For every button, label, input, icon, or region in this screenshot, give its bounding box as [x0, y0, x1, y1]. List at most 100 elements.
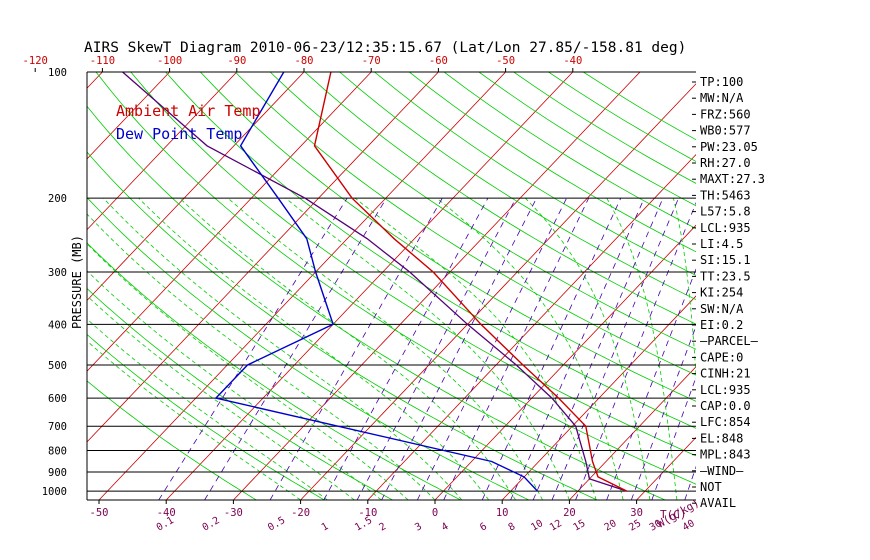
isotherm-line	[165, 72, 574, 500]
bottom-temp-tick-label: -20	[291, 507, 310, 519]
moist-adiabat-line	[87, 270, 382, 500]
y-axis-label: PRESSURE (MB)	[70, 235, 84, 329]
bottom-temp-tick-label: -30	[224, 507, 243, 519]
moist-adiabat-line	[87, 340, 301, 500]
index-label: CAPE:0	[700, 350, 743, 364]
legend-dew-point-temp: Dew Point Temp	[116, 125, 242, 143]
moist-adiabat-line	[138, 197, 490, 500]
moist-adiabat-line	[87, 243, 409, 500]
bottom-temp-tick-label: -40	[157, 507, 176, 519]
isotherm-line	[434, 224, 696, 500]
dry-adiabat-line	[513, 72, 696, 184]
top-temp-tick-label: -100	[157, 55, 182, 67]
dry-adiabat-line	[87, 380, 257, 500]
index-label: —PARCEL—	[700, 334, 759, 348]
isotherm-line	[838, 72, 870, 500]
bottom-temp-tick-label: -10	[358, 507, 377, 519]
top-temp-tick-label: -110	[90, 55, 115, 67]
bottom-temp-tick-label: 20	[563, 507, 576, 519]
isotherm-line	[87, 72, 170, 160]
isotherm-line	[98, 72, 506, 500]
dry-adiabat-line	[87, 242, 461, 500]
index-label: WB0:577	[700, 124, 751, 138]
mixing-ratio-tick-label: 25	[627, 518, 643, 534]
index-label: LI:4.5	[700, 237, 743, 251]
bottom-temp-tick-label: -50	[90, 507, 109, 519]
mixing-ratio-tick-label: 10	[529, 518, 545, 534]
pressure-tick-label: 500	[48, 360, 67, 372]
moist-adiabat-line	[87, 318, 328, 500]
moist-adiabat-line	[436, 197, 624, 500]
isotherm-line	[636, 436, 696, 500]
mixing-ratio-tick-label: 1	[320, 521, 331, 534]
dry-adiabat-line	[374, 72, 696, 276]
index-label: TT:23.5	[700, 269, 751, 283]
legend-ambient-air-temp: Ambient Air Temp	[116, 102, 261, 120]
dry-adiabat-line	[130, 72, 696, 457]
mixing-ratio-line	[443, 197, 589, 500]
chart-title: AIRS SkewT Diagram 2010-06-23/12:35:15.6…	[84, 40, 686, 56]
moist-adiabat-line	[179, 197, 516, 500]
index-label: CINH:21	[700, 367, 751, 381]
mixing-ratio-tick-label: 30	[648, 518, 664, 534]
isotherm-line	[569, 366, 696, 500]
top-temp-tick-label: -70	[362, 55, 381, 67]
index-label: MAXT:27.3	[700, 172, 765, 186]
index-label: L57:5.8	[700, 205, 751, 219]
moist-adiabat-line	[354, 197, 597, 500]
isotherm-line	[87, 72, 439, 443]
dewpoint-curve	[214, 72, 539, 492]
mixing-ratio-line	[204, 197, 387, 500]
mixing-ratio-line	[269, 197, 443, 500]
isotherm-line	[233, 72, 641, 500]
top-temp-tick-label: -40	[563, 55, 582, 67]
dry-adiabat-line	[87, 196, 530, 500]
dry-adiabat-line	[87, 151, 598, 500]
mixing-ratio-tick-label: 20	[603, 518, 619, 534]
isotherm-line	[771, 72, 870, 500]
pressure-tick-label: 600	[48, 393, 67, 405]
isotherm-line	[300, 83, 696, 500]
index-label: FRZ:560	[700, 107, 751, 121]
moist-adiabat-line	[227, 197, 543, 500]
moist-adiabat-line	[87, 213, 436, 500]
pressure-tick-label: 900	[48, 467, 67, 479]
index-label: SI:15.1	[700, 253, 751, 267]
index-label: TH:5463	[700, 188, 751, 202]
dry-adiabat-line	[165, 72, 696, 429]
top-temp-tick-label: -50	[496, 55, 515, 67]
index-label: CAP:0.0	[700, 399, 751, 413]
moist-adiabat-line	[87, 295, 355, 500]
index-label: NOT	[700, 480, 722, 494]
top-temp-tick-label: -120	[23, 55, 48, 67]
mixing-ratio-line	[481, 198, 622, 500]
dry-adiabat-line	[478, 72, 696, 207]
mixing-ratio-tick-label: 3	[413, 521, 424, 534]
isotherm-line	[87, 72, 238, 231]
dry-adiabat-line	[409, 72, 696, 253]
mixing-ratio-tick-label: 12	[548, 518, 564, 534]
mixing-ratio-line	[381, 197, 537, 500]
index-label: RH:27.0	[700, 156, 751, 170]
index-label: SW:N/A	[700, 302, 744, 316]
bottom-temp-tick-label: 0	[432, 507, 438, 519]
pressure-tick-label: 300	[48, 267, 67, 279]
moist-adiabat-line	[285, 197, 570, 500]
mixing-ratio-tick-label: 40	[681, 518, 697, 534]
mixing-ratio-line	[158, 197, 348, 500]
pressure-tick-label: 100	[48, 67, 67, 79]
index-label: LCL:935	[700, 221, 751, 235]
index-label: PW:23.05	[700, 140, 758, 154]
isotherm-line	[501, 295, 696, 500]
mixing-ratio-tick-label: 6	[478, 521, 489, 534]
mixing-ratio-line	[323, 197, 489, 500]
index-label: KI:254	[700, 286, 743, 300]
dry-adiabat-line	[95, 72, 696, 485]
isotherm-line	[87, 72, 305, 302]
dry-adiabat-line	[87, 333, 325, 500]
parcel-curve	[122, 72, 628, 492]
index-label: AVAIL	[700, 496, 736, 510]
mixing-ratio-line	[532, 198, 664, 500]
moist-adiabat-line	[673, 198, 696, 381]
